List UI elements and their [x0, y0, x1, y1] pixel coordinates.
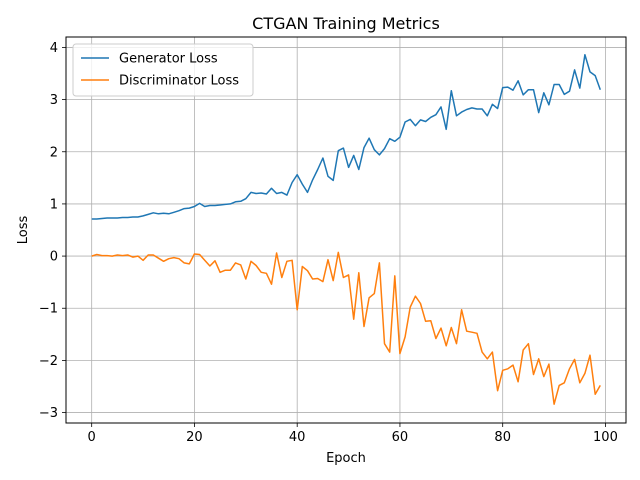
- chart-title: CTGAN Training Metrics: [252, 14, 440, 33]
- x-tick-label: 0: [88, 430, 96, 445]
- legend-label-0: Generator Loss: [119, 52, 218, 67]
- x-axis-label: Epoch: [326, 451, 366, 466]
- y-tick-label: 0: [50, 250, 58, 265]
- series-line-0: [91, 53, 602, 220]
- y-tick-label: 2: [50, 145, 58, 160]
- y-tick-label: −2: [39, 354, 58, 369]
- series-line-1: [91, 251, 601, 405]
- legend-box: [72, 43, 254, 97]
- x-tick-label: 40: [289, 430, 306, 445]
- plot-frame: [65, 36, 627, 424]
- y-tick-label: −3: [39, 406, 58, 421]
- x-tick-label: 60: [392, 430, 409, 445]
- y-tick-label: 4: [50, 41, 58, 56]
- axis-ticks: 0 20 40 60 80 100 −3 −2 −1 0 1 2 3 4: [39, 41, 618, 445]
- x-tick-label: 80: [494, 430, 511, 445]
- x-tick-label: 100: [593, 430, 618, 445]
- y-tick-label: 3: [50, 93, 58, 108]
- x-tick-label: 20: [186, 430, 203, 445]
- plot-lines: [91, 53, 602, 405]
- y-tick-label: 1: [50, 197, 58, 212]
- grid: [66, 37, 626, 423]
- legend: Generator Loss Discriminator Loss: [72, 43, 254, 97]
- y-axis-label: Loss: [16, 216, 31, 245]
- y-tick-label: −1: [39, 302, 58, 317]
- legend-label-1: Discriminator Loss: [119, 74, 239, 89]
